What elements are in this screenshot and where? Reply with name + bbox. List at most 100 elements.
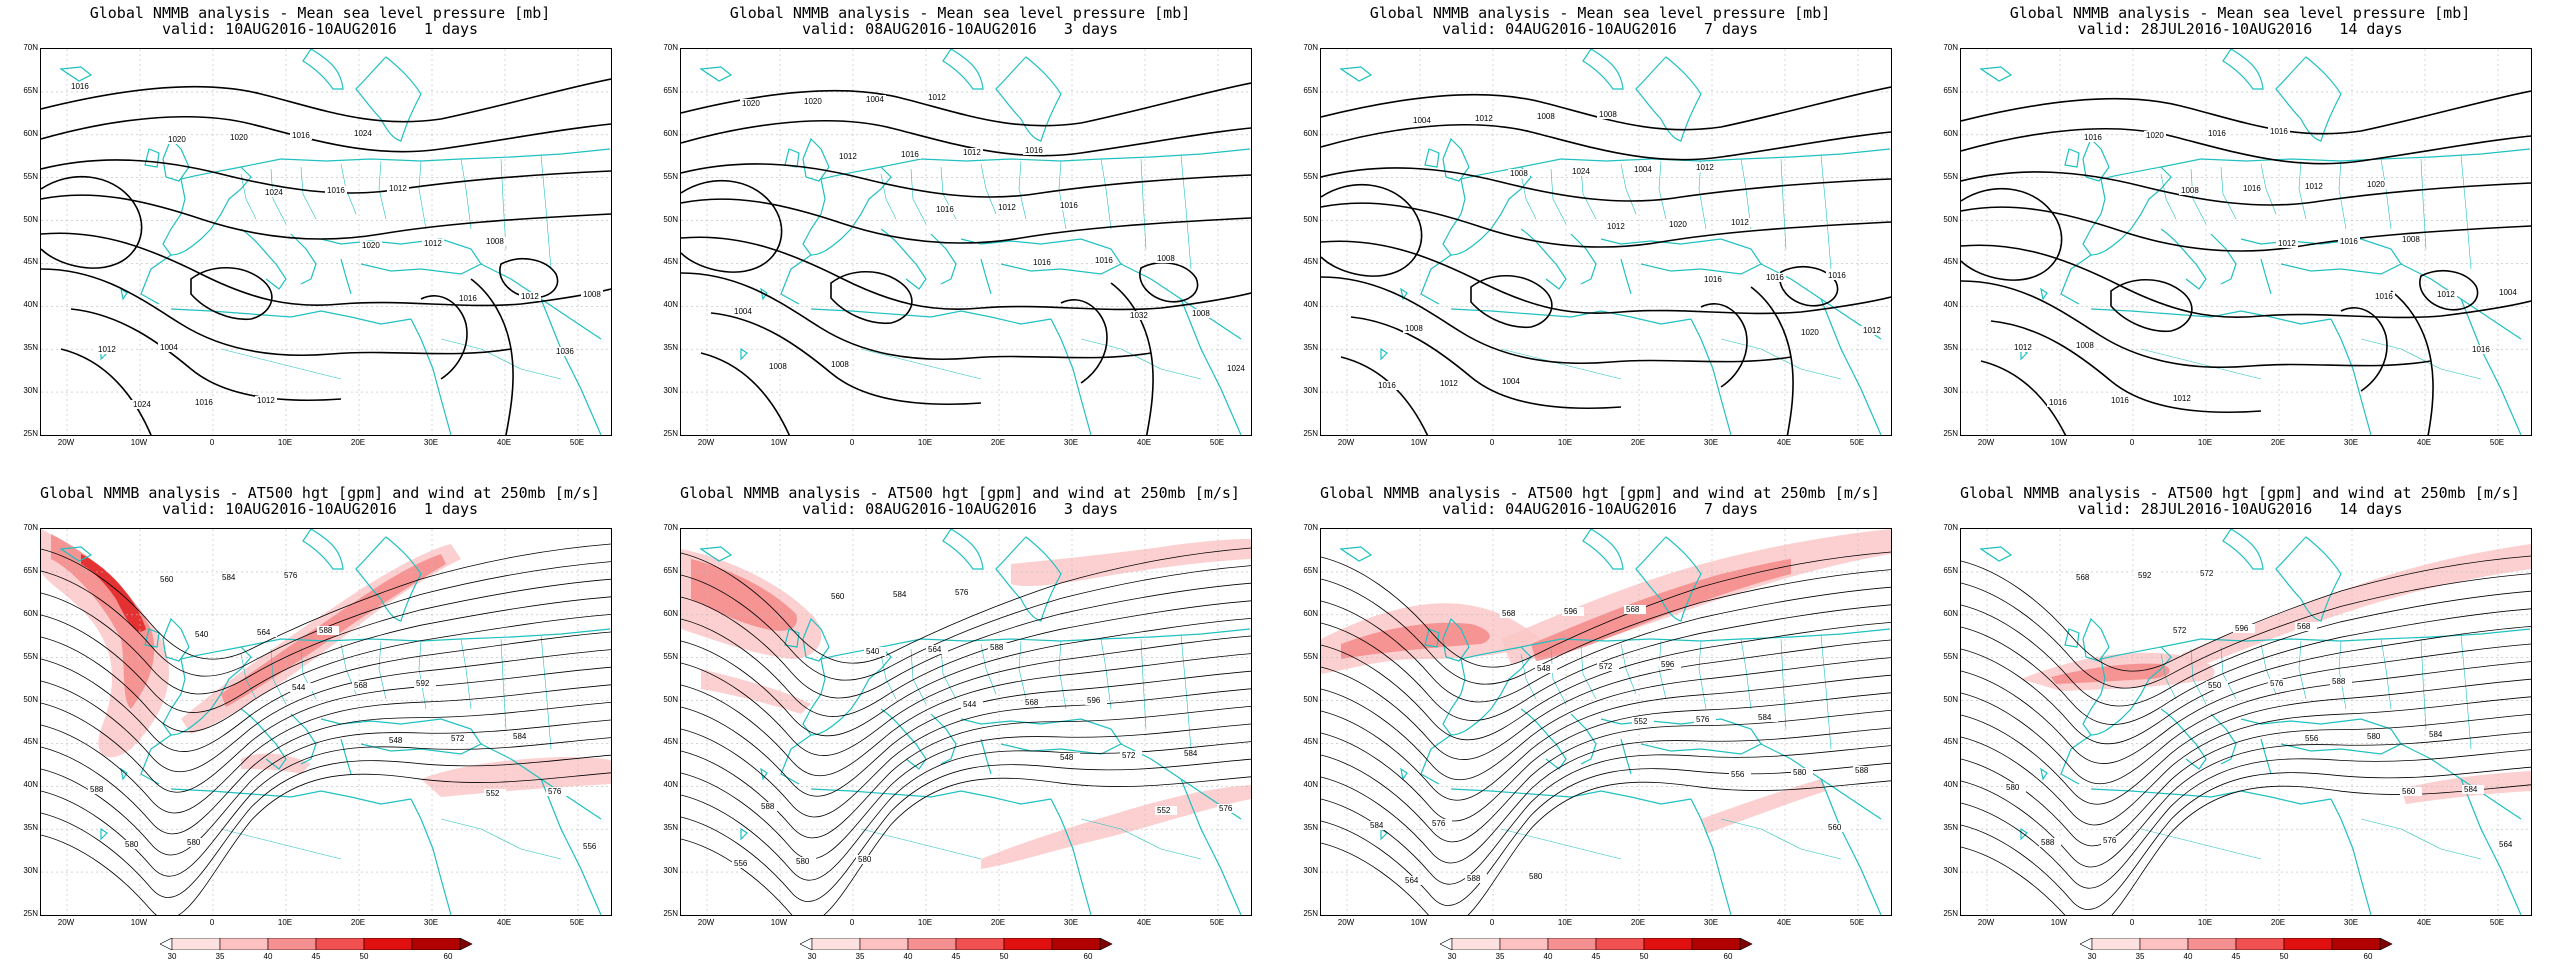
contour-label-group: 544 [961, 700, 983, 709]
contour-label-group: 568 [2074, 573, 2096, 582]
country-border [1820, 154, 1832, 270]
colorbar-segment [1595, 938, 1645, 950]
lat-tick-label: 55N [663, 171, 678, 181]
contour-label-bg [988, 643, 1010, 652]
map-canvas: 1020 1012 1016 1016 1032 1024 1020 1016 1012 1016… [681, 49, 1251, 435]
contour-label-group: 1032 [1128, 311, 1150, 320]
contour-line [681, 547, 1251, 664]
country-border [1180, 634, 1192, 750]
contour-line [1321, 710, 1891, 843]
coastline [2330, 318, 2372, 435]
colorbar-segment [2139, 938, 2189, 950]
contour-label-group: 1016 [1826, 271, 1848, 280]
map-plot-area: 540 544 548 552 556 560 564 568 572 576 580 584 588 5… [40, 528, 612, 916]
contour-label-group: 1012 [519, 292, 541, 301]
colorbar: 30 35 40 45 50 60 [160, 938, 480, 961]
contour-label-group: 576 [953, 588, 975, 597]
lon-tick-label: 0 [209, 438, 215, 447]
contour-label-bg [953, 588, 975, 597]
contour-label-group: 1024 [1570, 167, 1592, 176]
contour-line [1321, 604, 1891, 721]
contour-label-group: 1036 [554, 347, 576, 356]
contour-label: 1020 [362, 241, 380, 250]
contour-line [681, 723, 1251, 860]
contour-label-bg [1093, 256, 1115, 265]
contour-label-bg [1023, 146, 1045, 155]
colorbar-label: 50 [2279, 952, 2289, 961]
lat-tick-label: 50N [663, 694, 678, 704]
lat-tick-label: 45N [23, 737, 38, 747]
contour-label-bg [961, 700, 983, 709]
country-border [1500, 348, 1622, 380]
coastline [1582, 529, 1624, 570]
contour-label-group: 1016 [899, 150, 921, 159]
contour-label-group: 1016 [457, 294, 479, 303]
lon-tick-label: 50E [2489, 918, 2505, 927]
colorbar-segment [1003, 938, 1053, 950]
country-border [440, 338, 562, 380]
contour-label-group: 1016 [193, 398, 215, 407]
contour-label: 1020 [230, 133, 248, 142]
contour-line [41, 561, 611, 677]
contour-label: 584 [513, 732, 527, 741]
contour-label-group: 560 [1826, 823, 1848, 832]
contour-label: 544 [963, 700, 977, 709]
contour-line [1321, 123, 1891, 161]
contour-label: 1036 [556, 347, 574, 356]
lon-tick-label: 10W [1410, 918, 1428, 927]
contour-label: 1012 [2437, 290, 2455, 299]
contour-line [1321, 276, 1792, 365]
country-border [2140, 348, 2262, 380]
contour-label: 584 [1758, 713, 1772, 722]
contour-label: 568 [2076, 573, 2090, 582]
lon-tick-label: 10W [770, 438, 788, 447]
contour-label: 560 [2402, 787, 2416, 796]
map-canvas: 1016 1020 1024 1020 1016 1036 1024 1020 1016 1012… [41, 49, 611, 435]
contour-label: 596 [1661, 660, 1675, 669]
contour-label-bg [1155, 254, 1177, 263]
lon-tick-label: 30E [2343, 438, 2359, 447]
contour-label-group: 584 [2427, 730, 2449, 739]
contour-label-bg [1729, 770, 1751, 779]
contour-line [1321, 745, 1891, 885]
country-border [1780, 638, 1787, 730]
contour-label: 568 [354, 681, 368, 690]
contour-label-bg [519, 292, 541, 301]
map-panel-z500-3d: Global NMMB analysis - AT500 hgt [gpm] a… [640, 480, 1280, 940]
lat-tick-label: 55N [23, 171, 38, 181]
contour-label-bg [1023, 698, 1045, 707]
lat-tick-label: 35N [663, 823, 678, 833]
contour-label-group: 1016 [2470, 345, 2492, 354]
lon-tick-label: 20W [1337, 438, 1355, 447]
contour-label-bg [387, 184, 409, 193]
contour-label-bg [2427, 730, 2449, 739]
contour-label-group: 592 [414, 679, 436, 688]
contour-label-bg [1031, 258, 1053, 267]
contour-label-bg [414, 679, 436, 688]
contour-line [41, 596, 611, 713]
contour-label: 592 [2138, 571, 2152, 580]
contour-label-bg [740, 99, 762, 108]
contour-label-bg [2276, 239, 2298, 248]
colorbar-label: 30 [1447, 952, 1457, 961]
contour-line [681, 653, 1251, 777]
contour-label-group: 588 [988, 643, 1010, 652]
lon-tick-label: 0 [849, 918, 855, 927]
contour-label: 1020 [1801, 328, 1819, 337]
coastline [1424, 628, 1440, 648]
panel-title: Global NMMB analysis - Mean sea level pr… [1920, 5, 2560, 37]
contour-line [1321, 551, 1891, 668]
lat-tick-label: 30N [1943, 386, 1958, 396]
panel-title: Global NMMB analysis - Mean sea level pr… [0, 5, 640, 37]
contour-line [41, 78, 611, 123]
colorbar-segment [267, 938, 317, 950]
lat-tick-label: 60N [1943, 128, 1958, 138]
contour-label: 588 [1467, 874, 1481, 883]
colorbar-label: 40 [1543, 952, 1553, 961]
contour-label: 1016 [1033, 258, 1051, 267]
lon-tick-label: 10W [130, 438, 148, 447]
contour-label: 568 [1025, 698, 1039, 707]
coastline [995, 536, 1062, 622]
contour-label-bg [484, 237, 506, 246]
contour-label-group: 1020 [360, 241, 382, 250]
